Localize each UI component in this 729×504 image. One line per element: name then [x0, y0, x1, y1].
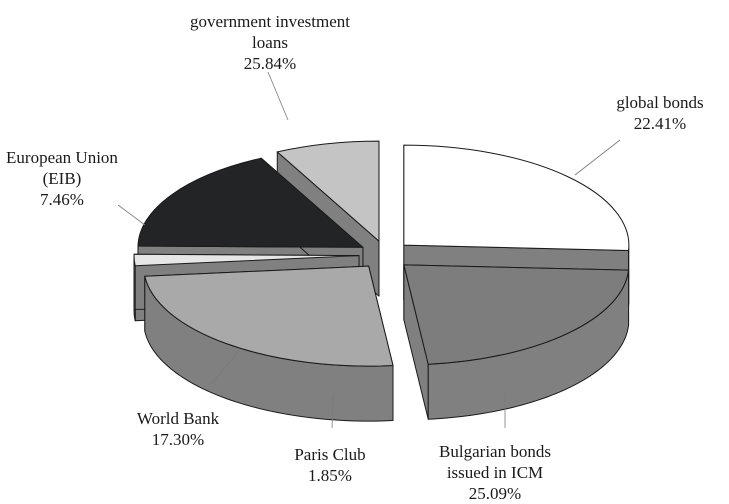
slice-name: World Bank: [137, 409, 220, 428]
slice-percent: 25.84%: [244, 54, 296, 73]
slice-label: Paris Club 1.85%: [294, 445, 365, 485]
slice-top: [133, 253, 360, 267]
pie-slices: [133, 140, 630, 422]
slice-name: Paris Club: [294, 445, 365, 464]
pie-slice: [403, 264, 630, 420]
slice-labels: government investment loans 25.84% global b…: [6, 12, 704, 503]
slice-name: global bonds: [616, 93, 703, 112]
leader-line: [209, 349, 241, 386]
leader-line: [331, 394, 334, 429]
slice-top: [144, 265, 394, 367]
slice-label: European Union (EIB) 7.46%: [6, 148, 118, 209]
slice-percent: 25.09%: [469, 484, 521, 503]
slice-label: Bulgarian bonds issued in ICM 25.09%: [439, 442, 551, 503]
slice-top: [403, 144, 630, 252]
slice-name: loans: [252, 33, 288, 52]
slice-name: Bulgarian bonds: [439, 442, 551, 461]
leader-line: [117, 204, 146, 226]
pie-slice: [144, 265, 394, 422]
slice-name: government investment: [190, 12, 350, 31]
slice-name: issued in ICM: [447, 463, 543, 482]
slice-name: European Union: [6, 148, 118, 167]
slice-top: [276, 140, 380, 242]
leader-line: [267, 71, 289, 121]
slice-label: government investment loans 25.84%: [190, 12, 350, 73]
slice-percent: 17.30%: [152, 430, 204, 449]
slice-top: [137, 157, 364, 248]
slice-name: (EIB): [43, 169, 82, 188]
slice-percent: 22.41%: [634, 114, 686, 133]
slice-label: global bonds 22.41%: [616, 93, 703, 133]
slice-percent: 1.85%: [308, 466, 352, 485]
slice-percent: 7.46%: [40, 190, 84, 209]
leader-line: [574, 139, 621, 176]
slice-label: World Bank 17.30%: [137, 409, 220, 449]
slice-top: [403, 264, 630, 365]
